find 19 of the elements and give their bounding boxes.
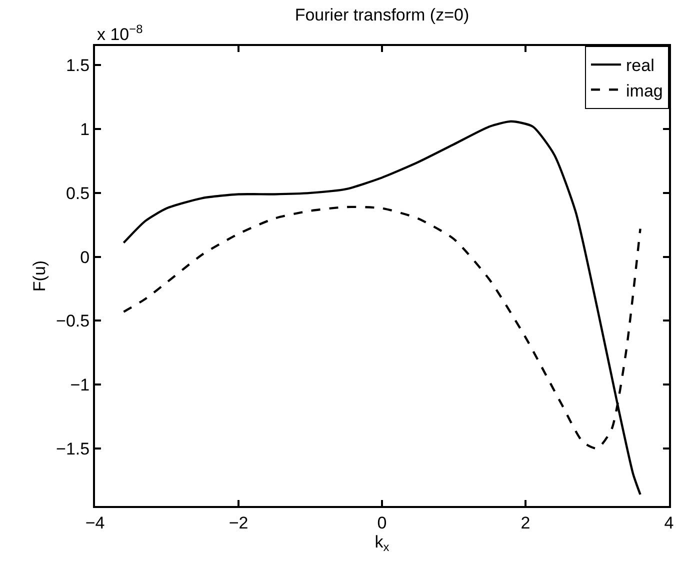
y-tick-label: 1.5 (66, 56, 90, 76)
y-tick-label: 0 (80, 248, 90, 267)
legend-label: imag (626, 81, 663, 100)
y-tick-label: −1.5 (56, 439, 90, 458)
x-axis-title: k$_{x}$ (374, 532, 390, 554)
text: x 10$^{−8}$ (97, 22, 144, 44)
y-tick-label: −0.5 (56, 312, 90, 331)
legend-label: real (626, 56, 654, 76)
x-tick-label: −2 (228, 513, 248, 532)
y-axis-title: F(u) (30, 260, 50, 292)
y-tick-label: −1 (70, 376, 90, 395)
x-tick-label: −4 (85, 513, 105, 532)
x-tick-label: 0 (377, 513, 387, 532)
y-tick-label: 0.5 (66, 184, 90, 203)
line-series (122, 120, 642, 496)
x-tick-label: 2 (520, 513, 530, 532)
x-tick-label: 4 (664, 513, 674, 532)
chart-title: Fourier transform (z=0) (294, 5, 470, 24)
y-tick-label: 1 (80, 120, 90, 140)
